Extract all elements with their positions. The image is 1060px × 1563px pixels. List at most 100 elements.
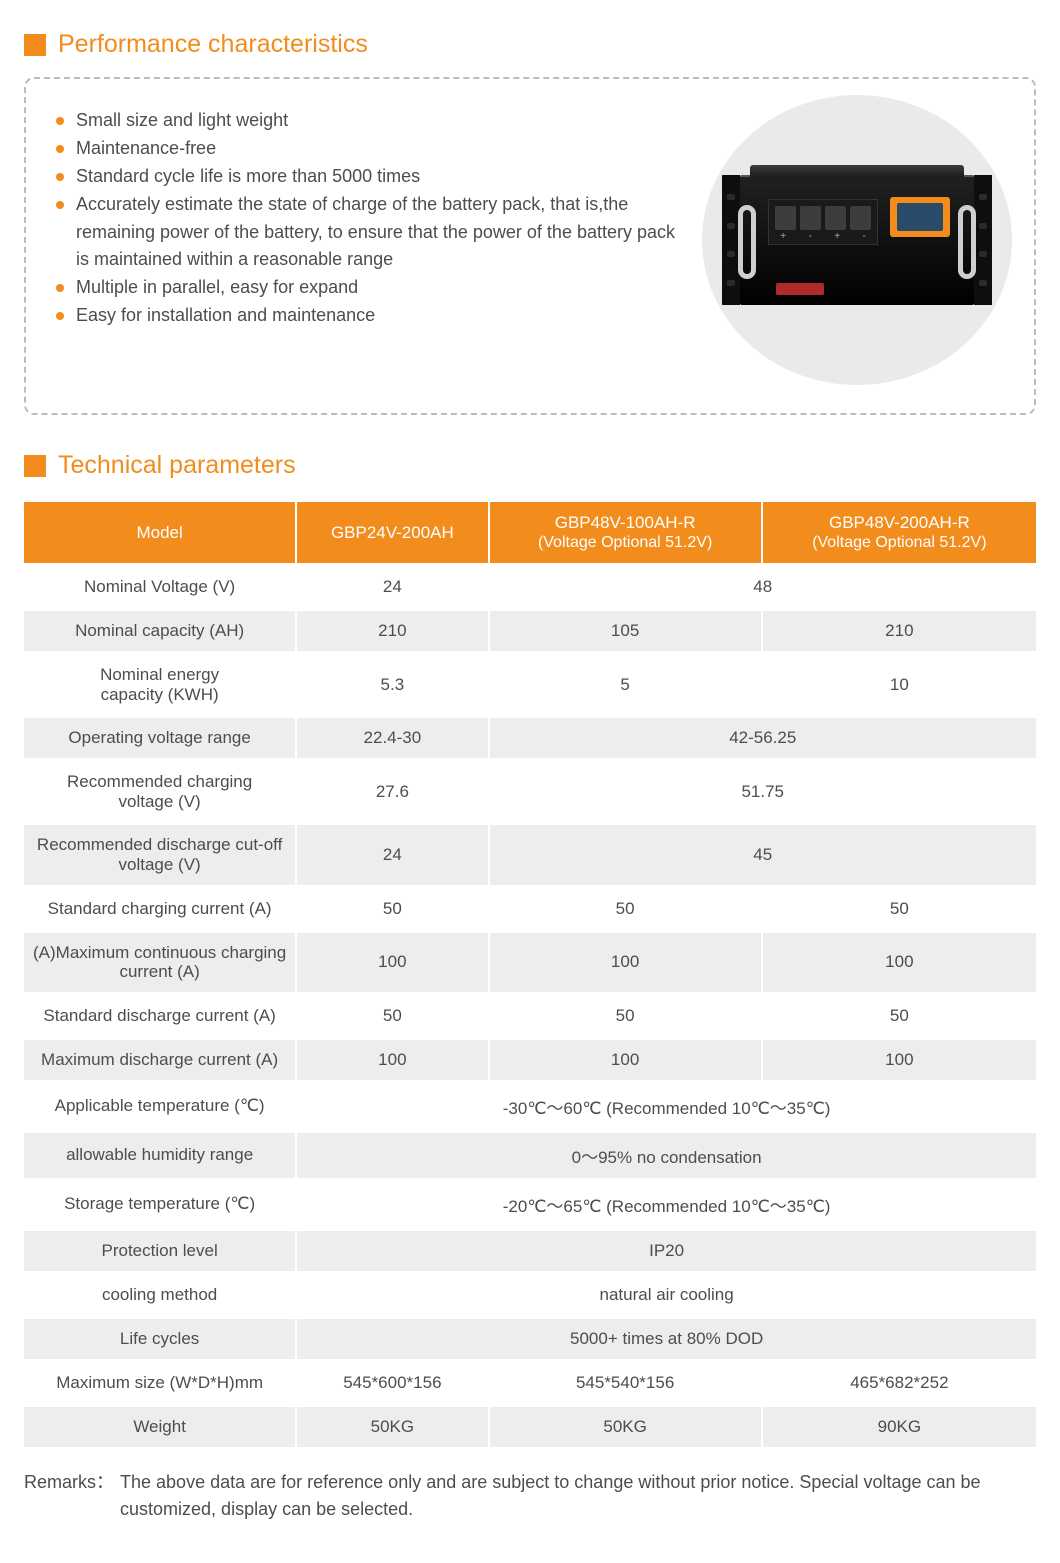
table-row: Recommended chargingvoltage (V)27.651.75 [24, 762, 1036, 821]
table-row: Standard charging current (A)505050 [24, 889, 1036, 929]
row-label: Maximum discharge current (A) [24, 1040, 297, 1080]
technical-heading: Technical parameters [24, 451, 1036, 480]
performance-heading: Performance characteristics [24, 30, 1036, 59]
row-cell: 22.4-30 [297, 718, 489, 758]
rack-ear-right [974, 175, 992, 305]
row-cell: -30℃～60℃ (Recommended 10℃～35℃) [297, 1084, 1036, 1129]
remarks-text: The above data are for reference only an… [120, 1469, 1036, 1523]
row-cell: 105 [490, 611, 763, 651]
row-cell: IP20 [297, 1231, 1036, 1271]
table-row: (A)Maximum continuous chargingcurrent (A… [24, 933, 1036, 992]
row-label: Recommended discharge cut-offvoltage (V) [24, 825, 297, 884]
row-cell: 100 [763, 933, 1036, 992]
row-cell: 45 [490, 825, 1037, 884]
performance-bullet-list: Small size and light weightMaintenance-f… [54, 107, 702, 330]
row-cell: 42-56.25 [490, 718, 1037, 758]
row-cell: 48 [490, 567, 1037, 607]
row-cell: 90KG [763, 1407, 1036, 1447]
product-image-circle: +-+- [702, 95, 1012, 385]
remarks-label: Remarks： [24, 1469, 114, 1523]
row-cell: 50KG [297, 1407, 489, 1447]
row-cell: 100 [297, 1040, 489, 1080]
rack-screen [890, 197, 950, 237]
row-cell: 50 [490, 889, 763, 929]
table-row: Operating voltage range22.4-3042-56.25 [24, 718, 1036, 758]
rack-handle-left [738, 205, 756, 279]
row-cell: 50KG [490, 1407, 763, 1447]
table-row: Weight50KG50KG90KG [24, 1407, 1036, 1447]
performance-bullet: Maintenance-free [54, 135, 682, 163]
row-label: Maximum size (W*D*H)mm [24, 1363, 297, 1403]
table-row: Nominal Voltage (V)2448 [24, 567, 1036, 607]
technical-title: Technical parameters [58, 451, 296, 480]
row-cell: 50 [297, 996, 489, 1036]
performance-bullet: Accurately estimate the state of charge … [54, 191, 682, 275]
row-cell: 545*600*156 [297, 1363, 489, 1403]
row-cell: 50 [490, 996, 763, 1036]
performance-bullet: Multiple in parallel, easy for expand [54, 274, 682, 302]
row-label: Life cycles [24, 1319, 297, 1359]
heading-square-icon [24, 34, 46, 56]
row-cell: 50 [763, 996, 1036, 1036]
row-cell: 5.3 [297, 655, 489, 714]
row-cell: 50 [763, 889, 1036, 929]
table-row: Life cycles5000+ times at 80% DOD [24, 1319, 1036, 1359]
row-label: (A)Maximum continuous chargingcurrent (A… [24, 933, 297, 992]
header-col3: GBP48V-200AH-R(Voltage Optional 51.2V) [763, 502, 1036, 563]
row-cell: 100 [490, 933, 763, 992]
row-label: cooling method [24, 1275, 297, 1315]
row-label: Standard discharge current (A) [24, 996, 297, 1036]
row-cell: 24 [297, 567, 489, 607]
row-label: Applicable temperature (℃) [24, 1084, 297, 1129]
header-model: Model [24, 502, 297, 563]
table-row: cooling methodnatural air cooling [24, 1275, 1036, 1315]
rack-handle-right [958, 205, 976, 279]
table-row: Recommended discharge cut-offvoltage (V)… [24, 825, 1036, 884]
row-cell: 51.75 [490, 762, 1037, 821]
table-row: Applicable temperature (℃)-30℃～60℃ (Reco… [24, 1084, 1036, 1129]
rack-body: +-+- [740, 175, 974, 305]
heading-square-icon [24, 455, 46, 477]
performance-title: Performance characteristics [58, 30, 368, 59]
row-cell: 50 [297, 889, 489, 929]
performance-bullet: Standard cycle life is more than 5000 ti… [54, 163, 682, 191]
row-label: Nominal energycapacity (KWH) [24, 655, 297, 714]
row-cell: 100 [490, 1040, 763, 1080]
spec-table: Model GBP24V-200AH GBP48V-100AH-R(Voltag… [24, 498, 1036, 1451]
header-col2: GBP48V-100AH-R(Voltage Optional 51.2V) [490, 502, 763, 563]
row-cell: 545*540*156 [490, 1363, 763, 1403]
row-cell: 27.6 [297, 762, 489, 821]
row-label: Operating voltage range [24, 718, 297, 758]
row-cell: 210 [763, 611, 1036, 651]
row-label: Storage temperature (℃) [24, 1182, 297, 1227]
table-row: Storage temperature (℃)-20℃～65℃ (Recomme… [24, 1182, 1036, 1227]
row-label: Nominal capacity (AH) [24, 611, 297, 651]
row-cell: 210 [297, 611, 489, 651]
rack-switch [776, 283, 824, 295]
row-cell: 5000+ times at 80% DOD [297, 1319, 1036, 1359]
table-row: Standard discharge current (A)505050 [24, 996, 1036, 1036]
row-cell: natural air cooling [297, 1275, 1036, 1315]
header-col1: GBP24V-200AH [297, 502, 489, 563]
rack-terminals: +-+- [768, 199, 878, 245]
performance-bullet: Easy for installation and maintenance [54, 302, 682, 330]
table-row: Maximum discharge current (A)100100100 [24, 1040, 1036, 1080]
remarks: Remarks： The above data are for referenc… [24, 1469, 1036, 1523]
table-row: Nominal capacity (AH)210105210 [24, 611, 1036, 651]
table-row: Protection levelIP20 [24, 1231, 1036, 1271]
row-label: Standard charging current (A) [24, 889, 297, 929]
row-cell: 100 [763, 1040, 1036, 1080]
performance-bullet: Small size and light weight [54, 107, 682, 135]
rack-battery-illustration: +-+- [722, 175, 992, 305]
row-cell: 465*682*252 [763, 1363, 1036, 1403]
row-cell: 5 [490, 655, 763, 714]
row-label: allowable humidity range [24, 1133, 297, 1178]
performance-box: Small size and light weightMaintenance-f… [24, 77, 1036, 415]
row-label: Weight [24, 1407, 297, 1447]
table-header-row: Model GBP24V-200AH GBP48V-100AH-R(Voltag… [24, 502, 1036, 563]
row-cell: 0～95% no condensation [297, 1133, 1036, 1178]
row-label: Recommended chargingvoltage (V) [24, 762, 297, 821]
table-row: Maximum size (W*D*H)mm545*600*156545*540… [24, 1363, 1036, 1403]
row-cell: 10 [763, 655, 1036, 714]
table-row: Nominal energycapacity (KWH)5.3510 [24, 655, 1036, 714]
